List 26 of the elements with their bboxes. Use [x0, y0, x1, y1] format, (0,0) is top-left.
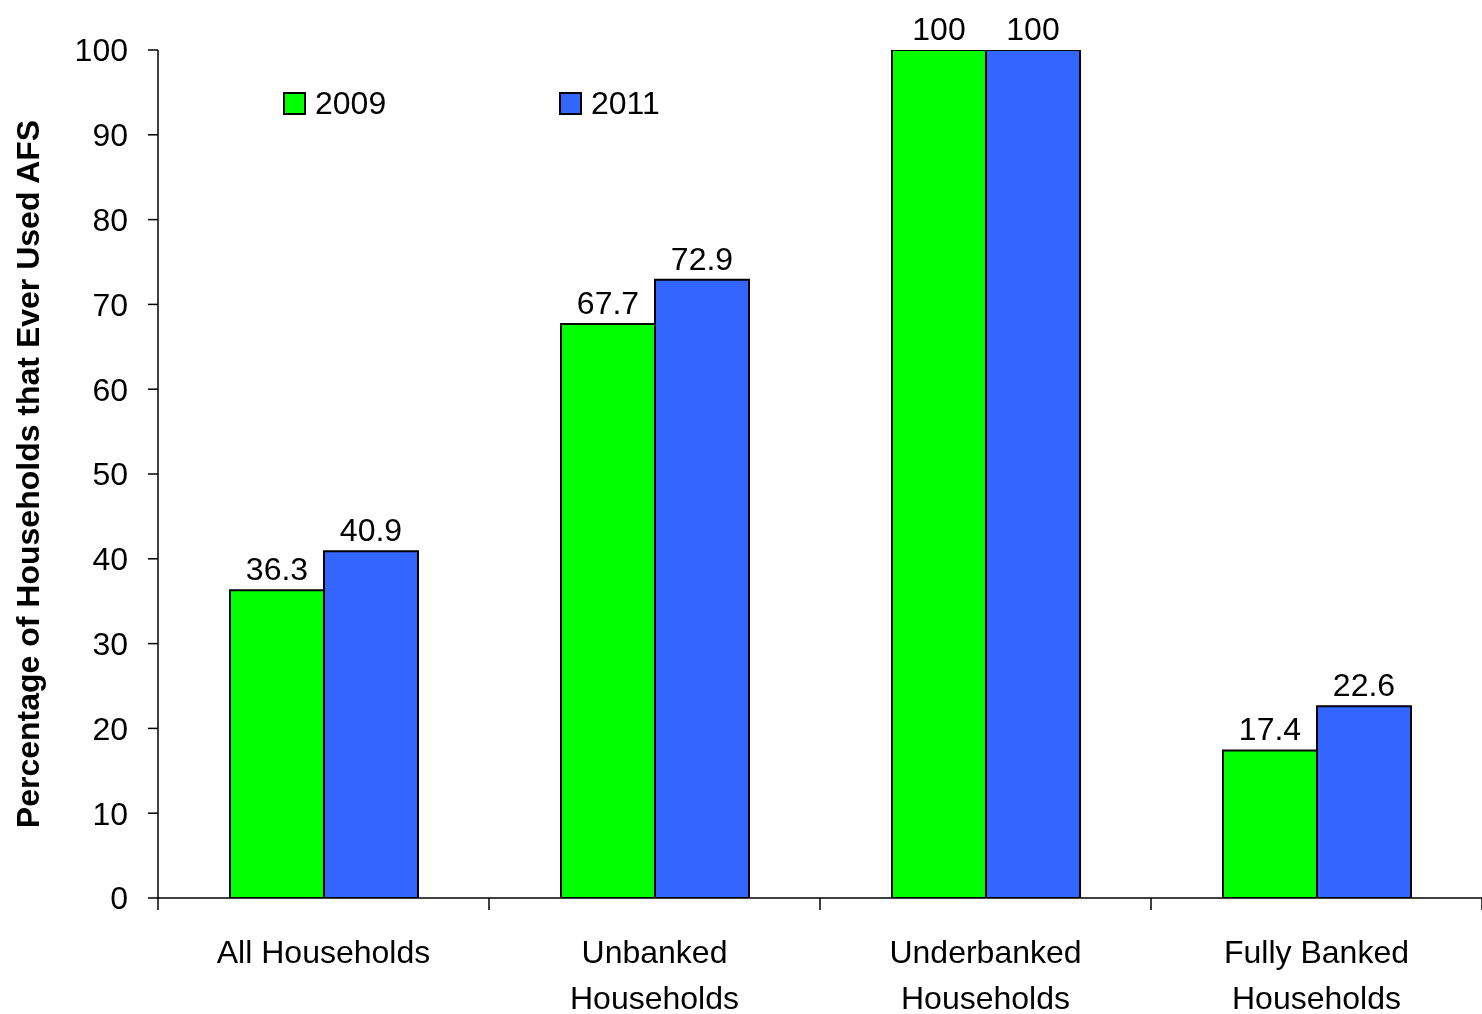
y-axis-title: Percentage of Households that Ever Used AFS: [10, 119, 46, 829]
legend-label: 2011: [591, 85, 660, 121]
data-label: 22.6: [1332, 667, 1396, 704]
data-label: 40.9: [339, 512, 403, 549]
legend-label: 2009: [315, 85, 387, 121]
y-tick-label: 0: [110, 880, 128, 917]
data-label: 72.9: [670, 240, 734, 277]
y-tick-label: 100: [74, 32, 128, 69]
y-tick-label: 90: [92, 117, 128, 154]
y-tick-label: 20: [92, 710, 128, 747]
y-tick-label: 80: [92, 201, 128, 238]
y-tick-label: 60: [92, 371, 128, 408]
y-tick-label: 30: [92, 625, 128, 662]
y-tick-label: 10: [92, 795, 128, 832]
y-tick-label: 40: [92, 541, 128, 578]
x-tick-label: Unbanked Households: [570, 934, 739, 1014]
x-tick-label: All Households: [216, 934, 431, 970]
y-tick-label: 50: [92, 456, 128, 493]
data-label: 17.4: [1238, 711, 1302, 748]
data-label: 100: [1006, 11, 1060, 47]
x-tick-label: Underbanked Households: [889, 934, 1082, 1014]
y-tick-label: 70: [92, 286, 128, 323]
data-label: 100: [912, 11, 966, 47]
x-tick-label: Fully Banked Households: [1224, 934, 1409, 1014]
data-label: 36.3: [245, 551, 309, 588]
data-label: 67.7: [576, 284, 640, 321]
